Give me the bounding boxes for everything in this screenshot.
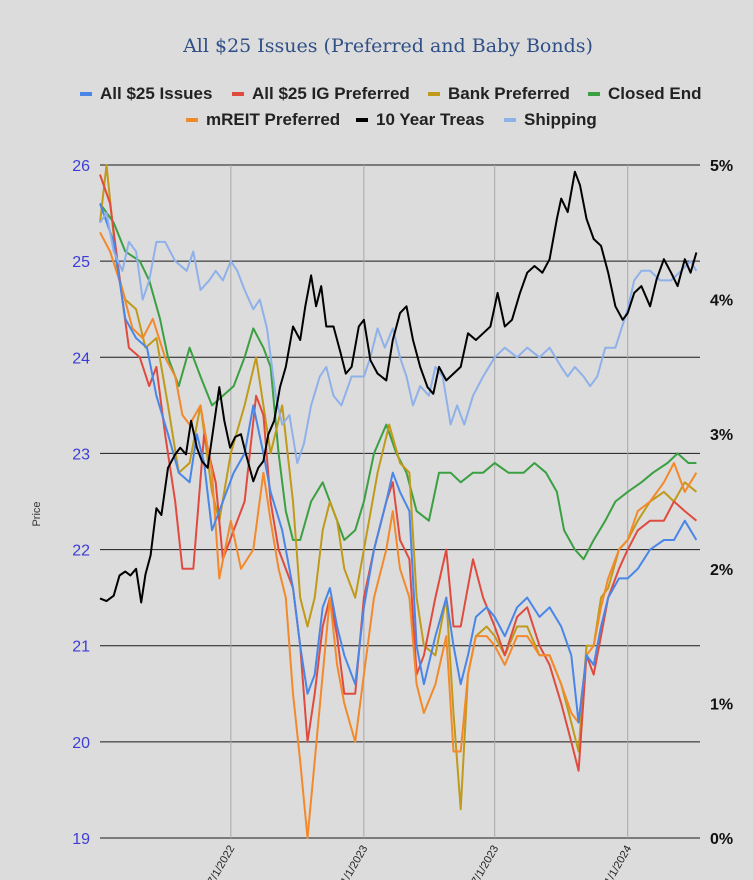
legend-label: All $25 Issues: [100, 84, 212, 103]
x-tick-label: 1/1/2024: [603, 844, 635, 880]
legend-swatch: [186, 118, 198, 122]
legend-label: All $25 IG Preferred: [252, 84, 410, 103]
chart-title: All $25 Issues (Preferred and Baby Bonds…: [182, 35, 593, 57]
y2-tick-label: 5%: [710, 158, 733, 175]
series-line-3: [99, 202, 697, 561]
y2-tick-label: 3%: [710, 427, 733, 444]
y-axis-label: Price: [31, 501, 43, 526]
legend-swatch: [588, 92, 600, 96]
y-tick-label: 23: [72, 446, 90, 463]
y2-tick-label: 4%: [710, 293, 733, 310]
y2-tick-label: 0%: [710, 831, 733, 848]
legend-label: 10 Year Treas: [376, 110, 484, 129]
legend-label: Closed End: [608, 84, 702, 103]
legend-swatch: [428, 92, 440, 96]
y-tick-label: 22: [72, 543, 90, 560]
series-line-5: [99, 170, 698, 604]
legend-swatch: [504, 118, 516, 122]
y2-tick-label: 2%: [710, 562, 733, 579]
series-line-4: [99, 231, 698, 839]
legend-swatch: [232, 92, 244, 96]
y-tick-label: 21: [72, 639, 90, 656]
legend-label: Bank Preferred: [448, 84, 570, 103]
legend-swatch: [80, 92, 92, 96]
y-tick-label: 19: [72, 831, 90, 848]
series-line-6: [99, 212, 698, 464]
x-tick-label: 1/1/2023: [339, 844, 371, 880]
y-tick-label: 26: [72, 158, 90, 175]
series-line-1: [99, 174, 698, 772]
x-tick-label: 7/1/2023: [469, 844, 501, 880]
y-tick-label: 25: [72, 254, 90, 271]
y-tick-label: 24: [72, 350, 90, 367]
y-tick-label: 20: [72, 735, 90, 752]
legend-label: mREIT Preferred: [206, 110, 340, 129]
series-line-0: [99, 203, 698, 724]
legend-swatch: [356, 118, 368, 122]
x-tick-label: 7/1/2022: [206, 844, 238, 880]
y2-tick-label: 1%: [710, 696, 733, 713]
legend-label: Shipping: [524, 110, 597, 129]
